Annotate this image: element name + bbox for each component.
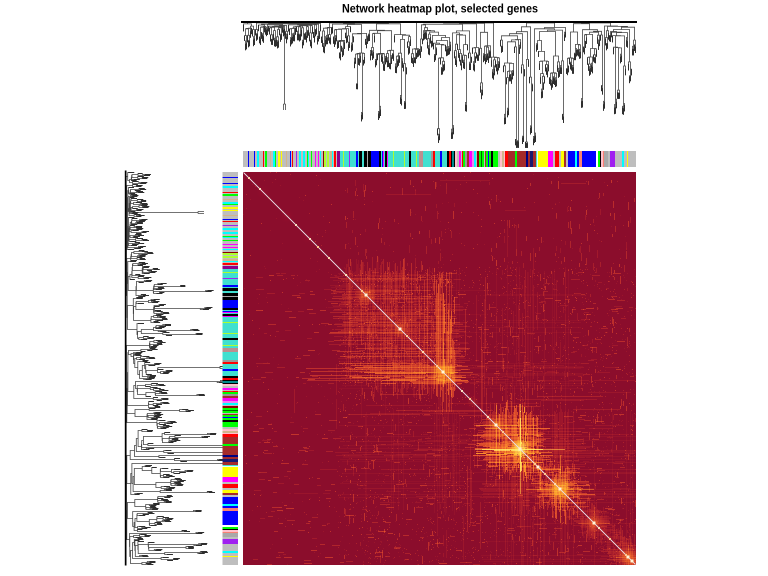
svg-text:Network heatmap plot, selected: Network heatmap plot, selected genes [342,4,538,16]
